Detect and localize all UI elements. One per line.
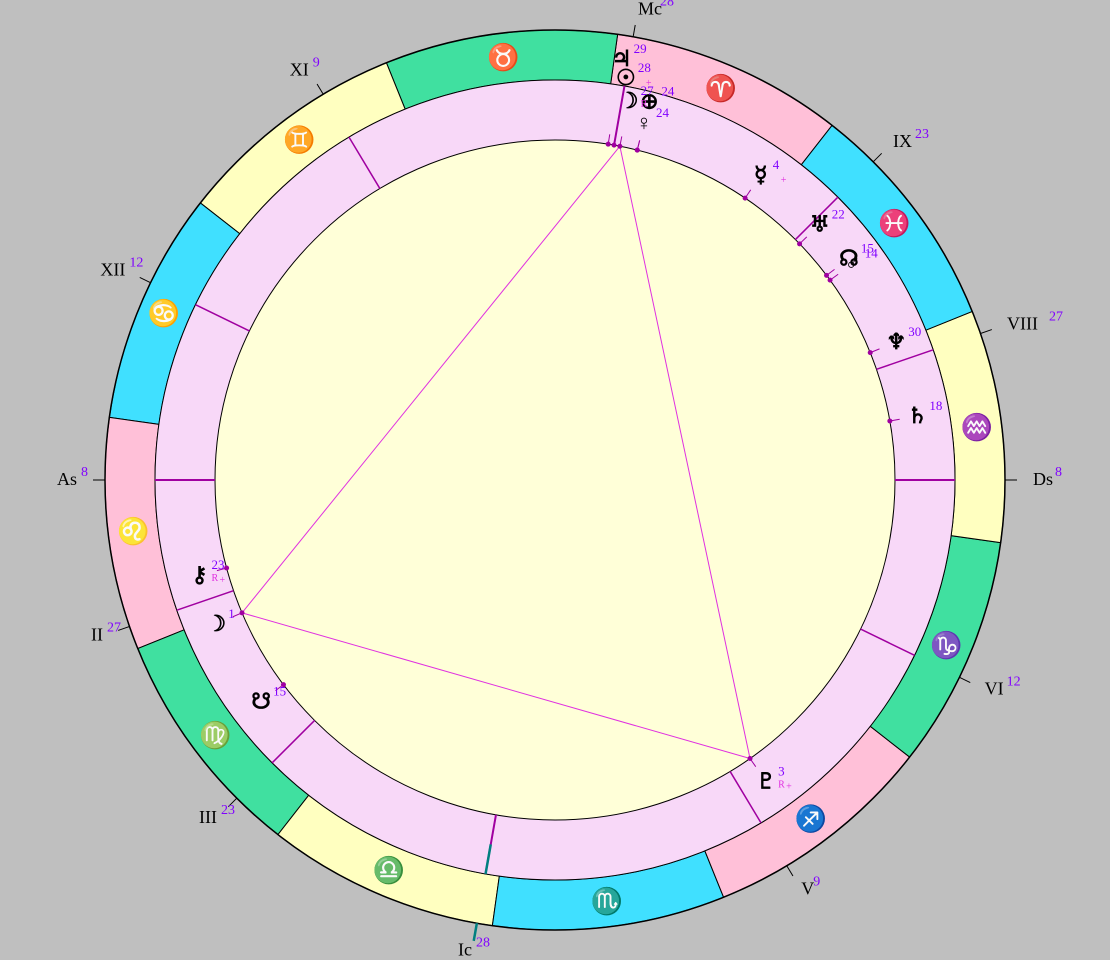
planet-degree-north-node: 15 xyxy=(861,241,874,256)
planet-symbol-pluto: ♇ xyxy=(756,768,776,793)
zodiac-symbol-pisces: ♓ xyxy=(878,208,910,238)
house-label-XI: XI xyxy=(290,59,309,79)
house-label-As: As xyxy=(57,469,77,489)
house-degree-Ds: 8 xyxy=(1055,465,1062,480)
house-degree-II: 27 xyxy=(107,621,121,636)
zodiac-symbol-virgo: ♍ xyxy=(199,720,231,750)
planet-degree-neptune: 30 xyxy=(908,324,921,339)
planet-plus-mercury: + xyxy=(781,175,787,186)
planet-plus-sun: + xyxy=(646,78,652,89)
planet-degree-mercury: 4 xyxy=(773,157,780,172)
planet-degree-south-node: 15 xyxy=(273,683,286,698)
house-degree-IX: 23 xyxy=(915,127,929,142)
house-degree-VI: 12 xyxy=(1007,675,1021,690)
planet-symbol-neptune: ♆ xyxy=(886,329,906,354)
planet-symbol-jupiter: ♃ xyxy=(612,46,632,71)
zodiac-symbol-scorpio: ♏ xyxy=(591,886,623,916)
zodiac-symbol-libra: ♎ xyxy=(373,855,405,885)
planet-symbol-venus: ♀ xyxy=(636,110,653,135)
planet-retro-moon2: R xyxy=(641,99,648,110)
planet-retro-chiron: R xyxy=(212,573,219,584)
planet-symbol-chiron: ⚷ xyxy=(191,562,207,587)
planet-degree-moon: 1 xyxy=(228,606,235,621)
planet-degree-chiron: 23 xyxy=(212,557,225,572)
planet-degree-sun: 28 xyxy=(638,60,651,75)
planet-degree-earth: 24 xyxy=(661,84,675,99)
inner-circle xyxy=(215,140,895,820)
zodiac-symbol-aquarius: ♒ xyxy=(961,412,993,442)
planet-degree-jupiter: 29 xyxy=(634,41,647,56)
zodiac-symbol-capricorn: ♑ xyxy=(930,630,962,660)
zodiac-symbol-leo: ♌ xyxy=(117,516,149,546)
planet-symbol-south-node: ☋ xyxy=(251,688,271,713)
house-degree-Ic: 28 xyxy=(476,936,490,951)
house-degree-Mc: 28 xyxy=(660,0,674,9)
planet-symbol-north-node: ☊ xyxy=(839,246,859,271)
planet-symbol-moon2: ☽ xyxy=(619,88,639,113)
house-label-XII: XII xyxy=(100,259,125,279)
planet-degree-pluto: 3 xyxy=(778,763,785,778)
planet-symbol-uranus: ♅ xyxy=(810,211,830,236)
house-label-Ic: Ic xyxy=(458,940,472,960)
house-label-Mc: Mc xyxy=(638,0,662,18)
natal-chart: ♈♉♊♋♌♍♎♏♐♑♒♓As8II27III23Ic28V9VI12Ds8VII… xyxy=(0,0,1110,960)
house-degree-V: 9 xyxy=(813,875,820,890)
house-degree-III: 23 xyxy=(221,803,235,818)
zodiac-symbol-aries: ♈ xyxy=(705,73,737,103)
zodiac-symbol-taurus: ♉ xyxy=(487,42,519,72)
planet-degree-saturn: 18 xyxy=(929,398,942,413)
house-degree-VIII: 27 xyxy=(1049,309,1063,324)
zodiac-symbol-gemini: ♊ xyxy=(283,125,315,155)
house-label-IX: IX xyxy=(893,131,912,151)
house-label-Ds: Ds xyxy=(1033,469,1053,489)
planet-symbol-mercury: ☿ xyxy=(754,162,768,187)
planet-symbol-moon: ☽ xyxy=(206,611,226,636)
house-degree-XI: 9 xyxy=(313,55,320,70)
house-label-VI: VI xyxy=(985,679,1004,699)
planet-plus-chiron: + xyxy=(220,575,226,586)
house-degree-XII: 12 xyxy=(129,255,143,270)
house-label-VIII: VIII xyxy=(1007,313,1038,333)
zodiac-symbol-cancer: ♋ xyxy=(148,298,180,328)
house-label-III: III xyxy=(199,807,217,827)
planet-retro-pluto: R xyxy=(778,779,785,790)
planet-plus-pluto: + xyxy=(786,781,792,792)
planet-symbol-saturn: ♄ xyxy=(908,403,928,428)
planet-degree-uranus: 22 xyxy=(832,206,845,221)
house-label-II: II xyxy=(91,625,103,645)
house-degree-As: 8 xyxy=(81,465,88,480)
zodiac-symbol-sagittarius: ♐ xyxy=(795,803,827,833)
